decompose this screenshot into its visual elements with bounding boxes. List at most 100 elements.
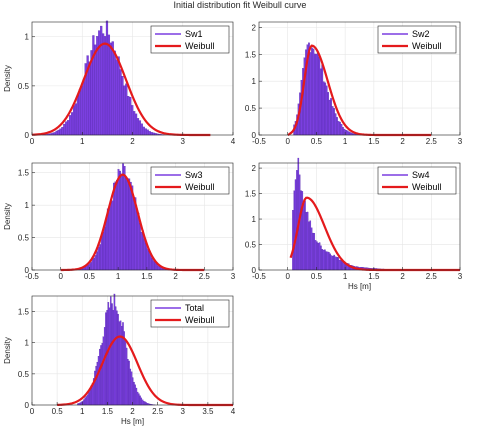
histogram-bar <box>119 170 121 271</box>
histogram-bar <box>106 310 108 406</box>
histogram-bar <box>114 181 117 271</box>
histogram-bar <box>294 179 297 271</box>
histogram-bar <box>144 128 147 136</box>
histogram-bar <box>69 115 72 136</box>
panel-sw1: 0 1 2 3 4 0 0.5 1 Density Sw1 Weibull <box>3 20 236 146</box>
histogram-bar <box>107 302 110 406</box>
histogram-bar <box>111 303 113 406</box>
histogram-bar <box>80 401 83 406</box>
legend: Sw1 Weibull <box>150 25 230 54</box>
histogram-bar <box>138 120 142 136</box>
histogram-bar <box>76 94 80 136</box>
histogram-bar <box>51 132 54 136</box>
histogram-bar <box>112 310 114 406</box>
histogram-bar <box>346 130 349 136</box>
histogram-bar <box>139 395 141 406</box>
x-tick-label: 0 <box>285 272 290 281</box>
x-tick-label: 1 <box>80 407 85 416</box>
legend-entry-weibull: Weibull <box>412 182 441 192</box>
histogram-bar <box>111 200 114 271</box>
y-tick-label: 0 <box>25 131 30 140</box>
x-tick-label: 0 <box>285 137 290 146</box>
figure-title: Initial distribution fit Weibull curve <box>174 0 307 10</box>
histogram-bar <box>118 321 121 406</box>
histogram-bar <box>63 123 66 136</box>
histogram-bar <box>79 402 82 406</box>
y-tick-label: 1 <box>25 201 30 210</box>
histogram-bar <box>102 336 105 406</box>
histogram-bar <box>321 64 324 136</box>
y-axis-label: Density <box>3 203 12 230</box>
histogram-bar <box>100 25 103 136</box>
legend-entry-weibull: Weibull <box>185 315 214 325</box>
histogram-bar <box>131 185 134 271</box>
histogram-bar <box>136 391 139 406</box>
x-tick-label: 2.5 <box>152 407 164 416</box>
histogram-bar <box>97 247 100 271</box>
histogram-bar <box>347 131 350 136</box>
histogram-bar <box>326 251 329 271</box>
histogram-bar <box>122 322 124 406</box>
legend-entry-weibull: Weibull <box>185 182 214 192</box>
histogram-bar <box>113 182 115 271</box>
histogram-bar <box>334 256 337 271</box>
histogram-bar <box>305 212 308 271</box>
panel-total: 0 0.5 1 1.5 2 2.5 3 3.5 4 0 0.5 1 1.5 Density Hs [m] To… <box>3 293 236 426</box>
histogram-bar <box>109 201 112 271</box>
histogram-bar <box>111 41 114 136</box>
histogram-bar <box>53 132 56 136</box>
y-tick-label: 1.5 <box>245 50 257 59</box>
histogram-bar <box>322 81 325 136</box>
histogram-bar <box>114 306 117 406</box>
histogram-bar <box>103 36 107 136</box>
x-tick-label: -0.5 <box>252 137 266 146</box>
y-tick-label: 1.5 <box>245 190 257 199</box>
histogram-bar <box>146 248 149 271</box>
histogram-bar <box>123 85 126 136</box>
y-tick-label: 0.5 <box>18 234 30 243</box>
x-tick-label: 4 <box>231 137 236 146</box>
histogram-bar <box>350 132 353 136</box>
y-tick-label: 0.5 <box>245 104 257 113</box>
legend-box <box>377 25 457 54</box>
histogram-bar <box>101 343 103 406</box>
histogram-bar <box>314 53 316 136</box>
histogram-bar <box>100 345 102 406</box>
histogram-bar <box>148 131 151 136</box>
histogram-bar <box>74 103 78 136</box>
histogram-bar <box>324 249 326 271</box>
histogram-bar <box>314 240 317 271</box>
y-tick-label: 1.5 <box>18 308 30 317</box>
histogram-bar <box>78 89 81 136</box>
histogram-bar <box>315 53 318 136</box>
histogram-bar <box>316 241 318 271</box>
histogram-bar <box>152 260 155 271</box>
histogram-bar <box>150 132 153 136</box>
histogram-bar <box>113 50 116 136</box>
x-tick-label: -0.5 <box>25 272 39 281</box>
y-tick-label: 0 <box>25 401 30 410</box>
histogram-bar <box>317 243 320 271</box>
histogram-bar <box>142 400 145 406</box>
histogram-bar <box>318 56 321 136</box>
histogram-bar <box>55 130 58 136</box>
histogram-bar <box>107 34 111 136</box>
histogram-bar <box>72 105 76 136</box>
x-tick-label: 3 <box>231 272 236 281</box>
histogram-bar <box>125 347 128 406</box>
histogram-bar <box>336 257 338 271</box>
legend: Sw3 Weibull <box>150 166 230 195</box>
legend-box <box>150 299 230 328</box>
histogram-bar <box>293 190 296 271</box>
histogram-bar <box>141 399 144 406</box>
x-axis-label: Hs [m] <box>348 282 371 291</box>
histogram-bar <box>331 106 334 136</box>
histogram-bar <box>332 256 334 271</box>
histogram-bar <box>140 123 143 136</box>
histogram-bar <box>123 331 125 406</box>
histogram-bar <box>102 33 105 136</box>
x-tick-label: 3 <box>181 407 186 416</box>
